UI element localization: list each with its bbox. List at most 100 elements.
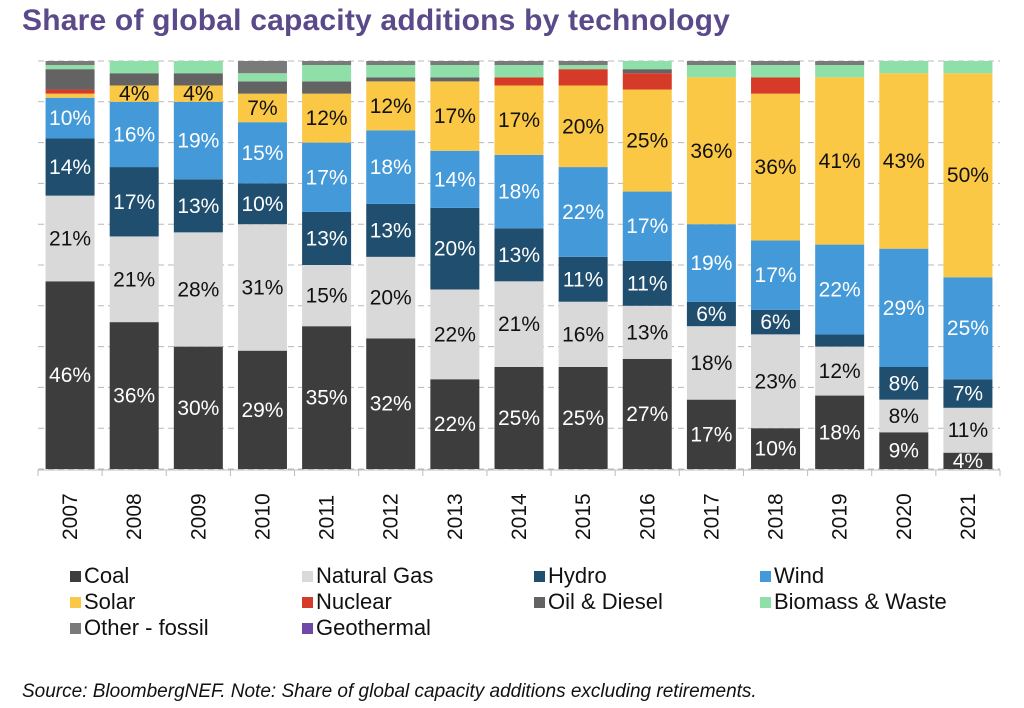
data-label: 17% bbox=[755, 264, 797, 287]
data-label: 30% bbox=[177, 397, 219, 420]
bar-segment-wind-2010 bbox=[237, 122, 287, 184]
data-label: 31% bbox=[241, 276, 283, 299]
legend-swatch bbox=[70, 622, 81, 634]
data-label: 12% bbox=[370, 95, 412, 118]
data-label: 7% bbox=[247, 97, 277, 120]
bar-segment-other-fossil-2015 bbox=[558, 61, 608, 66]
data-label: 12% bbox=[306, 107, 348, 130]
data-label: 18% bbox=[498, 181, 540, 204]
x-tick-label: 2015 bbox=[572, 493, 595, 540]
bar-segment-wind-2016 bbox=[622, 191, 672, 261]
data-label: 20% bbox=[370, 287, 412, 310]
data-label: 8% bbox=[889, 372, 919, 395]
data-label: 11% bbox=[563, 268, 603, 291]
data-label: 15% bbox=[241, 142, 283, 165]
data-label: 8% bbox=[889, 405, 919, 428]
data-label: 7% bbox=[953, 383, 983, 406]
data-label: 13% bbox=[626, 321, 668, 344]
legend-swatch bbox=[302, 622, 313, 634]
legend-label: Wind bbox=[774, 563, 825, 588]
data-label: 25% bbox=[626, 130, 668, 153]
legend-item-solar: Solar bbox=[70, 589, 135, 615]
legend-label: Other - fossil bbox=[84, 615, 209, 640]
data-label: 22% bbox=[562, 201, 604, 224]
bar-segment-nuclear-2018 bbox=[751, 77, 801, 94]
bar-segment-biomass-waste-2017 bbox=[686, 65, 736, 78]
bar-segment-natural-gas-2016 bbox=[622, 305, 672, 359]
bar-segment-biomass-waste-2018 bbox=[751, 65, 801, 78]
data-label: 13% bbox=[498, 244, 540, 267]
bar-segment-hydro-2010 bbox=[237, 183, 287, 225]
bar-segment-hydro-2020 bbox=[879, 367, 929, 400]
bar-segment-natural-gas-2019 bbox=[815, 346, 865, 396]
bar-segment-hydro-2015 bbox=[558, 256, 608, 302]
bar-segment-wind-2020 bbox=[879, 248, 929, 367]
bar-segment-wind-2019 bbox=[815, 244, 865, 335]
data-label: 9% bbox=[889, 440, 919, 463]
legend-swatch bbox=[760, 596, 771, 608]
data-label: 29% bbox=[241, 399, 283, 422]
bar-segment-oil-diesel-2010 bbox=[237, 81, 287, 94]
legend-item-coal: Coal bbox=[70, 563, 129, 589]
source-note: Source: BloombergNEF. Note: Share of glo… bbox=[22, 681, 757, 702]
bar-segment-wind-2014 bbox=[494, 154, 544, 229]
x-tick-label: 2021 bbox=[957, 493, 980, 540]
bar-segment-solar-2012 bbox=[366, 81, 416, 131]
bar-segment-natural-gas-2012 bbox=[366, 256, 416, 339]
legend-label: Coal bbox=[84, 563, 130, 588]
bar-segment-hydro-2012 bbox=[366, 203, 416, 257]
legend-item-nuclear: Nuclear bbox=[302, 589, 392, 615]
bar-segment-natural-gas-2010 bbox=[237, 224, 287, 351]
data-label: 17% bbox=[626, 215, 668, 238]
data-label: 36% bbox=[755, 156, 797, 179]
data-label: 4% bbox=[953, 450, 983, 473]
bar-segment-hydro-2007 bbox=[45, 138, 95, 196]
legend-swatch bbox=[302, 570, 313, 582]
bar-segment-other-fossil-2011 bbox=[302, 61, 352, 66]
x-tick-label: 2020 bbox=[893, 493, 916, 540]
bar-segment-natural-gas-2013 bbox=[430, 289, 480, 380]
data-label: 21% bbox=[49, 227, 91, 250]
bar-segment-natural-gas-2014 bbox=[494, 281, 544, 367]
data-label: 11% bbox=[948, 419, 988, 442]
bar-segment-wind-2011 bbox=[302, 142, 352, 212]
data-label: 25% bbox=[562, 407, 604, 430]
bar-segment-solar-2009 bbox=[173, 85, 223, 102]
data-label: 21% bbox=[498, 313, 540, 336]
data-label: 19% bbox=[177, 130, 219, 153]
bar-segment-other-fossil-2017 bbox=[686, 61, 736, 66]
x-tick-label: 2012 bbox=[380, 493, 403, 540]
bar-segment-hydro-2008 bbox=[109, 167, 159, 237]
bar-segment-coal-2019 bbox=[815, 395, 865, 469]
bar-segment-natural-gas-2018 bbox=[751, 334, 801, 429]
legend-item-other-fossil: Other - fossil bbox=[70, 615, 209, 641]
bar-segment-biomass-waste-2011 bbox=[302, 65, 352, 82]
bar-segment-hydro-2017 bbox=[686, 301, 736, 327]
bar-segment-hydro-2011 bbox=[302, 211, 352, 265]
bar-segment-coal-2013 bbox=[430, 379, 480, 469]
bar-segment-natural-gas-2009 bbox=[173, 232, 223, 347]
bar-segment-hydro-2016 bbox=[622, 260, 672, 306]
data-label: 27% bbox=[626, 403, 668, 426]
data-label: 23% bbox=[755, 370, 797, 393]
bar-segment-biomass-waste-2009 bbox=[173, 61, 223, 74]
bar-segment-solar-2021 bbox=[943, 73, 993, 278]
bar-segment-coal-2008 bbox=[109, 322, 159, 469]
bar-segment-biomass-waste-2007 bbox=[45, 65, 95, 70]
bar-segment-solar-2008 bbox=[109, 85, 159, 102]
bar-segment-wind-2007 bbox=[45, 97, 95, 139]
bar-segment-hydro-2021 bbox=[943, 379, 993, 408]
x-tick-label: 2016 bbox=[636, 493, 659, 540]
bar-segment-solar-2020 bbox=[879, 73, 929, 249]
bar-segment-oil-diesel-2016 bbox=[622, 69, 672, 74]
bar-segment-biomass-waste-2012 bbox=[366, 65, 416, 78]
data-label: 10% bbox=[241, 193, 283, 216]
x-tick-label: 2011 bbox=[316, 495, 339, 540]
legend-item-natural-gas: Natural Gas bbox=[302, 563, 433, 589]
data-label: 17% bbox=[113, 191, 155, 214]
legend-swatch bbox=[302, 596, 313, 608]
data-label: 16% bbox=[562, 323, 604, 346]
bar-segment-wind-2018 bbox=[751, 240, 801, 310]
data-label: 6% bbox=[760, 311, 790, 334]
bar-segment-hydro-2018 bbox=[751, 309, 801, 335]
